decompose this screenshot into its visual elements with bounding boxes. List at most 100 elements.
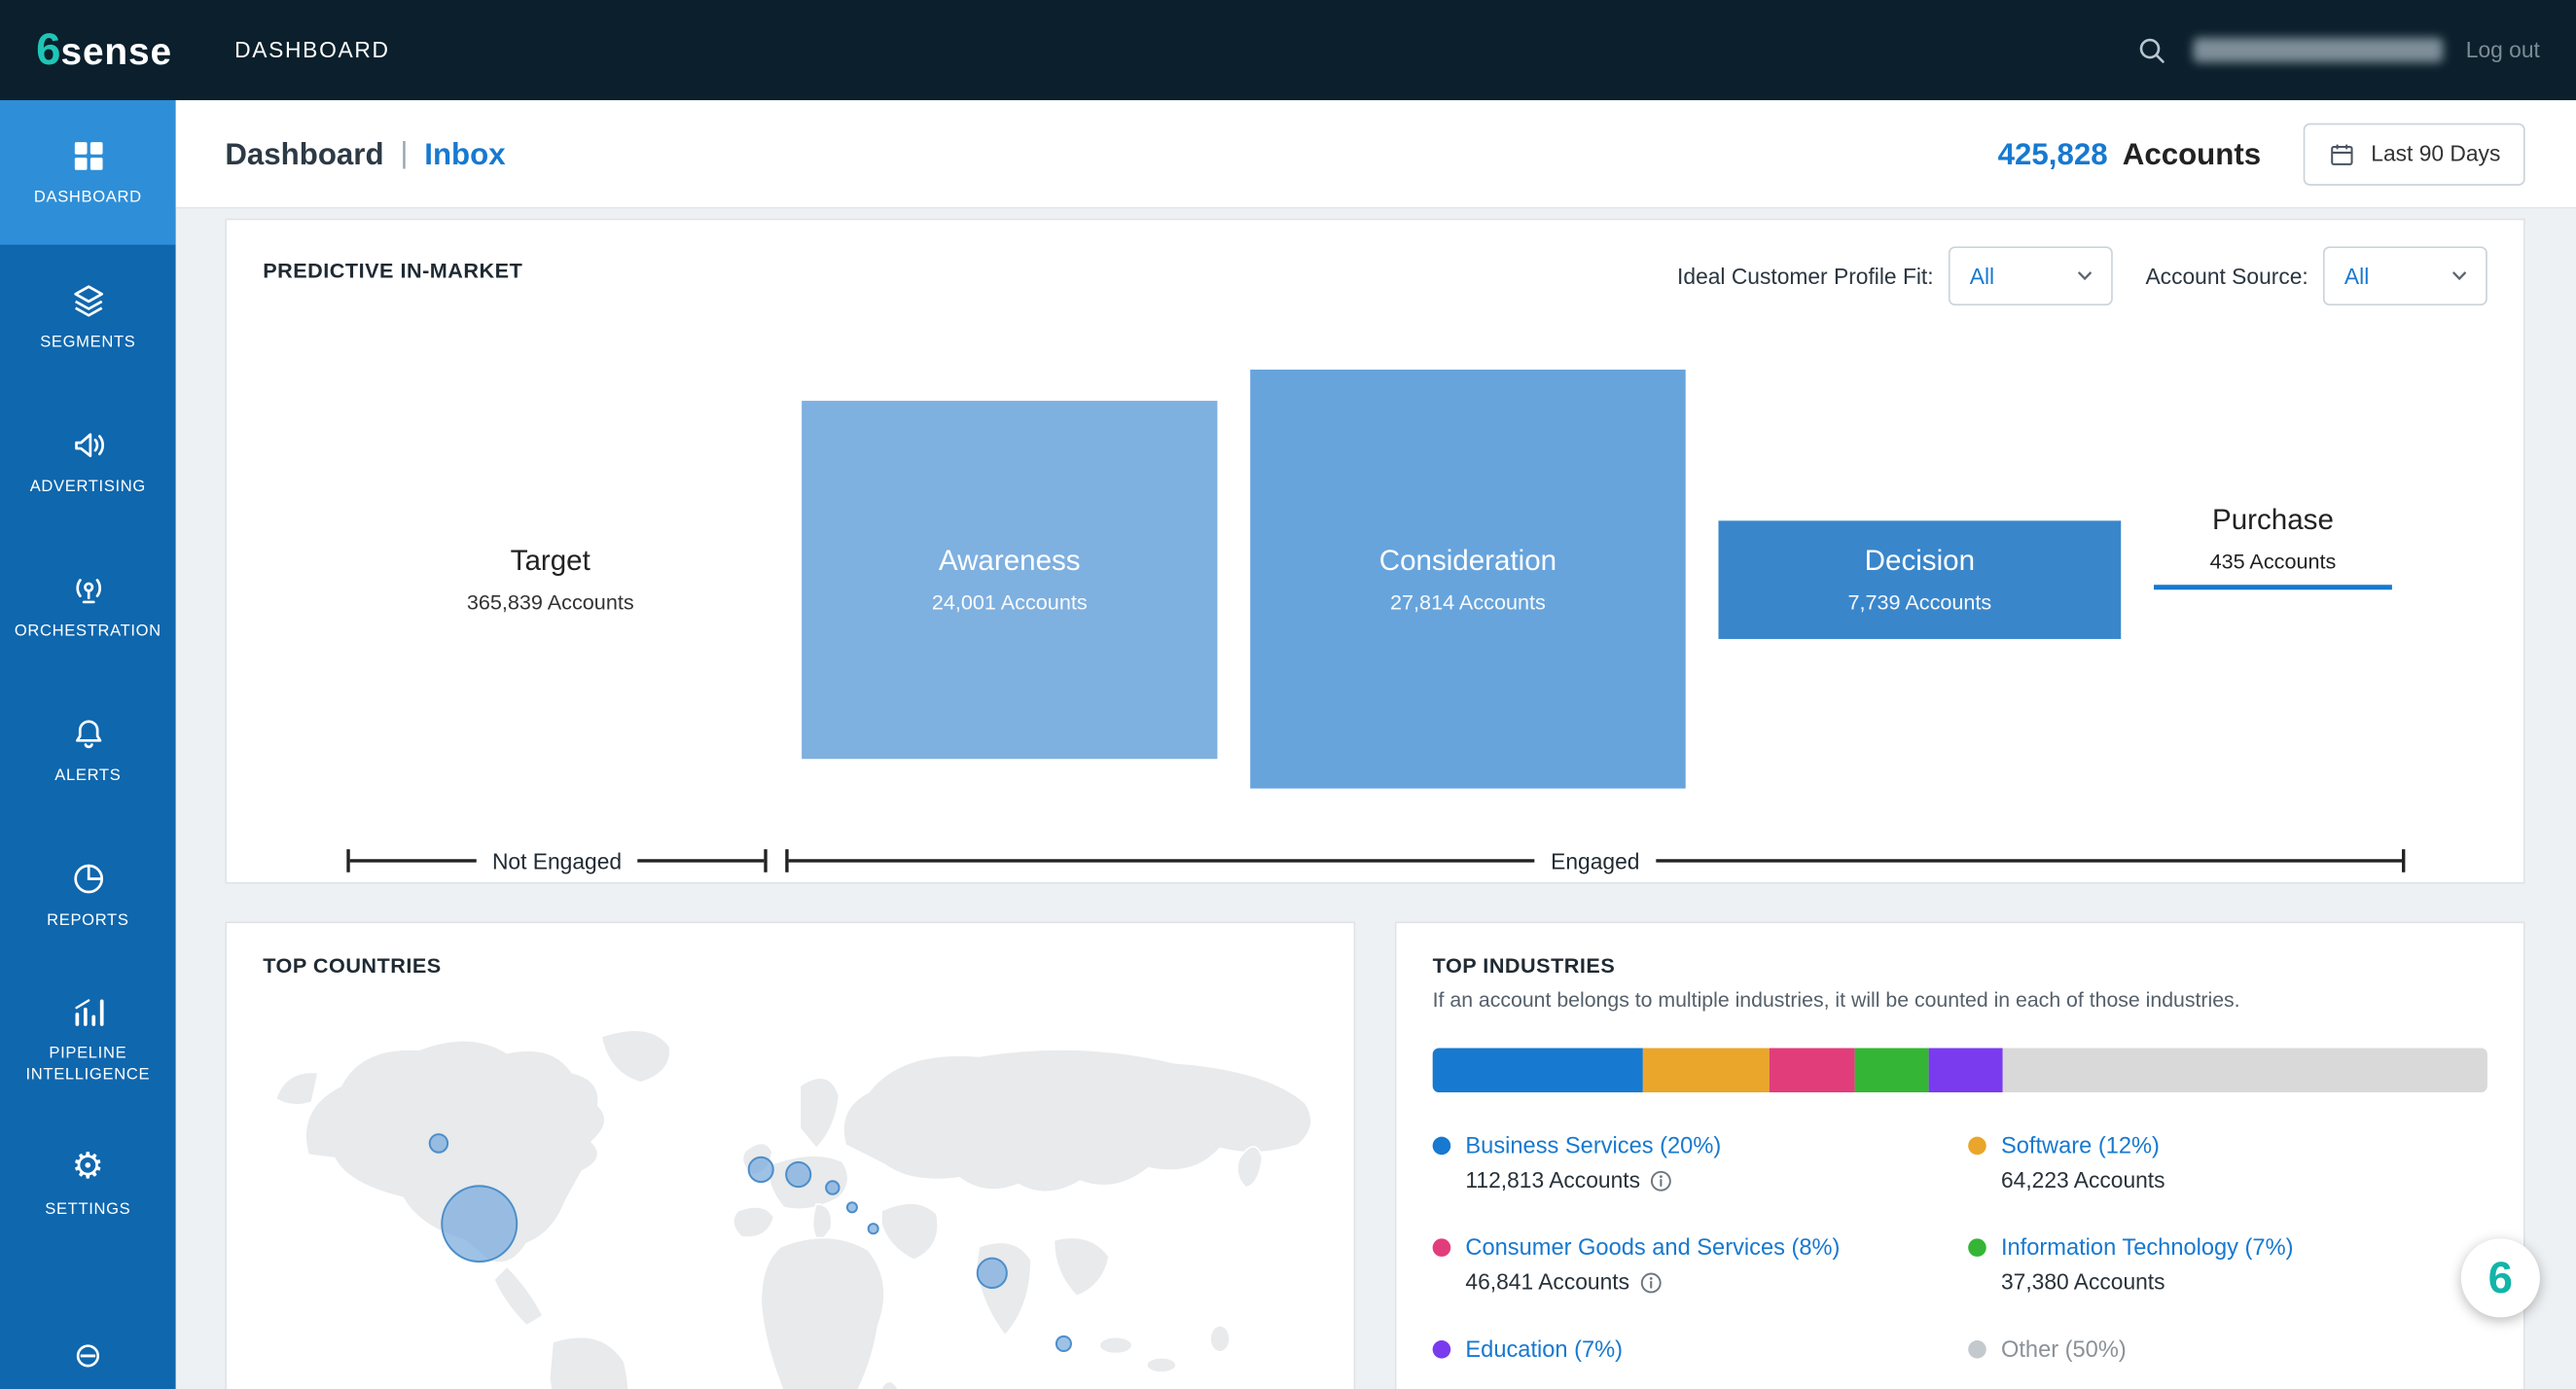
sidebar-item-label: DASHBOARD bbox=[33, 188, 142, 207]
topnav-dashboard[interactable]: DASHBOARD bbox=[234, 37, 390, 63]
chevron-down-icon bbox=[2450, 267, 2469, 286]
country-bubble-india[interactable] bbox=[976, 1257, 1008, 1290]
stage-accounts: 7,739 Accounts bbox=[1847, 589, 1992, 615]
industry-legend-item: Software (12%) 64,223 Accounts bbox=[1968, 1132, 2487, 1193]
inbox-link[interactable]: Inbox bbox=[424, 135, 506, 170]
sidebar-item-settings[interactable]: ⚙ SETTINGS bbox=[0, 1112, 176, 1257]
industry-legend-item: Information Technology (7%) 37,380 Accoun… bbox=[1968, 1233, 2487, 1295]
icp-fit-value: All bbox=[1969, 264, 1995, 289]
sidebar-item-alerts[interactable]: ALERTS bbox=[0, 678, 176, 823]
industry-color-dot bbox=[1968, 1135, 1986, 1155]
funnel-stage-decision[interactable]: Decision 7,739 Accounts bbox=[1718, 519, 2122, 639]
sidebar-item-orchestration[interactable]: ORCHESTRATION bbox=[0, 534, 176, 679]
industry-link[interactable]: Information Technology (7%) bbox=[2000, 1233, 2294, 1261]
segments-layers-icon bbox=[68, 280, 108, 320]
axis-engaged: Engaged bbox=[785, 847, 2406, 873]
industry-link[interactable]: Business Services (20%) bbox=[1465, 1131, 1722, 1158]
6sense-logo-mark: 6 bbox=[36, 24, 61, 74]
stage-accounts: 27,814 Accounts bbox=[1390, 589, 1546, 615]
industry-color-dot bbox=[1432, 1339, 1451, 1358]
6sense-logo[interactable]: 6 sense bbox=[36, 24, 172, 74]
date-range-button[interactable]: Last 90 Days bbox=[2304, 122, 2525, 185]
sidebar-item-dashboard[interactable]: DASHBOARD bbox=[0, 100, 176, 245]
industry-legend-item: Consumer Goods and Services (8%) 46,841 A… bbox=[1432, 1233, 1952, 1295]
calendar-icon bbox=[2328, 140, 2356, 168]
advertising-megaphone-icon bbox=[68, 425, 108, 465]
map-landmasses bbox=[274, 1029, 1312, 1389]
sidebar-item-reports[interactable]: REPORTS bbox=[0, 823, 176, 968]
funnel-stage-consideration[interactable]: Consideration 27,814 Accounts bbox=[1250, 369, 1686, 789]
accounts-count: 425,828 bbox=[1997, 135, 2108, 170]
sidebar-item-label: ADVERTISING bbox=[29, 477, 146, 496]
industry-link[interactable]: Consumer Goods and Services (8%) bbox=[1465, 1233, 1841, 1261]
funnel-stage-awareness[interactable]: Awareness 24,001 Accounts bbox=[802, 400, 1218, 759]
sidebar-item-label: ALERTS bbox=[54, 766, 122, 785]
title-divider: | bbox=[400, 136, 409, 169]
stage-name: Awareness bbox=[938, 543, 1081, 577]
funnel-stage-target[interactable]: Target 365,839 Accounts bbox=[304, 544, 797, 615]
sidebar-item-label: SEGMENTS bbox=[40, 333, 136, 351]
user-email-redacted[interactable] bbox=[2193, 37, 2444, 63]
bar-segment-other[interactable] bbox=[2002, 1048, 2487, 1093]
stage-name: Target bbox=[510, 543, 590, 577]
stage-name: Purchase bbox=[2212, 502, 2334, 536]
purchase-underline bbox=[2154, 584, 2392, 590]
panel-title: TOP COUNTRIES bbox=[263, 952, 442, 978]
sidebar-item-label: ORCHESTRATION bbox=[14, 622, 161, 640]
info-icon[interactable] bbox=[1639, 1270, 1663, 1294]
bar-segment-business-services[interactable] bbox=[1432, 1048, 1644, 1093]
sidebar-item-advertising[interactable]: ADVERTISING bbox=[0, 389, 176, 534]
settings-gear-icon: ⚙ bbox=[71, 1146, 105, 1188]
main-content: Dashboard | Inbox 425,828 Accounts Last … bbox=[175, 100, 2576, 1389]
search-icon[interactable] bbox=[2134, 32, 2170, 68]
alerts-bell-icon bbox=[68, 714, 108, 754]
collapse-circle-minus-icon: ⊖ bbox=[73, 1335, 103, 1375]
country-bubble-canada[interactable] bbox=[428, 1133, 449, 1154]
industry-accounts: 37,380 Accounts bbox=[2000, 1269, 2165, 1295]
account-source-select[interactable]: All bbox=[2322, 246, 2487, 306]
country-bubbles bbox=[428, 1133, 1072, 1353]
industry-accounts: 64,223 Accounts bbox=[2000, 1167, 2165, 1193]
sidebar-item-segments[interactable]: SEGMENTS bbox=[0, 245, 176, 390]
country-bubble-southeast-asia[interactable] bbox=[1055, 1335, 1072, 1353]
predictive-in-market-panel: PREDICTIVE IN-MARKET Ideal Customer Prof… bbox=[225, 218, 2525, 884]
info-icon[interactable] bbox=[1650, 1169, 1673, 1193]
bar-segment-consumer-goods-and-services[interactable] bbox=[1770, 1048, 1855, 1093]
icp-fit-label: Ideal Customer Profile Fit: bbox=[1677, 264, 1934, 289]
industry-link[interactable]: Software (12%) bbox=[2000, 1131, 2160, 1158]
country-bubble-italy[interactable] bbox=[867, 1223, 879, 1235]
industry-color-dot bbox=[1968, 1339, 1986, 1358]
industry-link[interactable]: Other (50%) bbox=[2000, 1335, 2127, 1363]
bar-segment-education[interactable] bbox=[1928, 1048, 2003, 1093]
logout-link[interactable]: Log out bbox=[2465, 37, 2540, 63]
top-bar: 6 sense DASHBOARD Log out bbox=[0, 0, 2576, 101]
bar-segment-software[interactable] bbox=[1643, 1048, 1771, 1093]
country-bubble-benelux[interactable] bbox=[785, 1160, 812, 1189]
engagement-axis: Not Engaged Engaged bbox=[263, 847, 2487, 873]
country-bubble-france[interactable] bbox=[845, 1201, 858, 1214]
country-bubble-united-kingdom[interactable] bbox=[747, 1156, 774, 1184]
stage-accounts: 365,839 Accounts bbox=[466, 589, 634, 615]
stage-accounts: 24,001 Accounts bbox=[931, 589, 1088, 615]
funnel-stage-purchase[interactable]: Purchase 435 Accounts bbox=[2154, 502, 2392, 590]
axis-label-engaged: Engaged bbox=[1551, 848, 1640, 873]
sidebar: DASHBOARD SEGMENTS ADVERTISING ORCHESTRA… bbox=[0, 100, 176, 1389]
chat-fab-button[interactable]: 6 bbox=[2460, 1238, 2540, 1318]
industry-color-dot bbox=[1968, 1237, 1986, 1257]
panel-title: PREDICTIVE IN-MARKET bbox=[263, 258, 523, 283]
icp-fit-select[interactable]: All bbox=[1948, 246, 2113, 306]
country-bubble-united-states[interactable] bbox=[441, 1185, 519, 1264]
country-bubble-germany[interactable] bbox=[825, 1180, 841, 1195]
page-title: Dashboard bbox=[225, 135, 384, 170]
axis-label-not-engaged: Not Engaged bbox=[491, 848, 623, 873]
industry-link[interactable]: Education (7%) bbox=[1465, 1335, 1624, 1363]
orchestration-broadcast-icon bbox=[68, 569, 108, 609]
sidebar-item-pipeline-intelligence[interactable]: PIPELINE INTELLIGENCE bbox=[0, 968, 176, 1113]
account-source-label: Account Source: bbox=[2145, 264, 2308, 289]
bar-segment-information-technology[interactable] bbox=[1854, 1048, 1929, 1093]
account-source-value: All bbox=[2343, 264, 2370, 289]
6sense-logo-text: sense bbox=[60, 29, 172, 73]
industries-note: If an account belongs to multiple indust… bbox=[1432, 988, 2240, 1013]
sidebar-collapse-button[interactable]: ⊖ bbox=[0, 1338, 176, 1372]
